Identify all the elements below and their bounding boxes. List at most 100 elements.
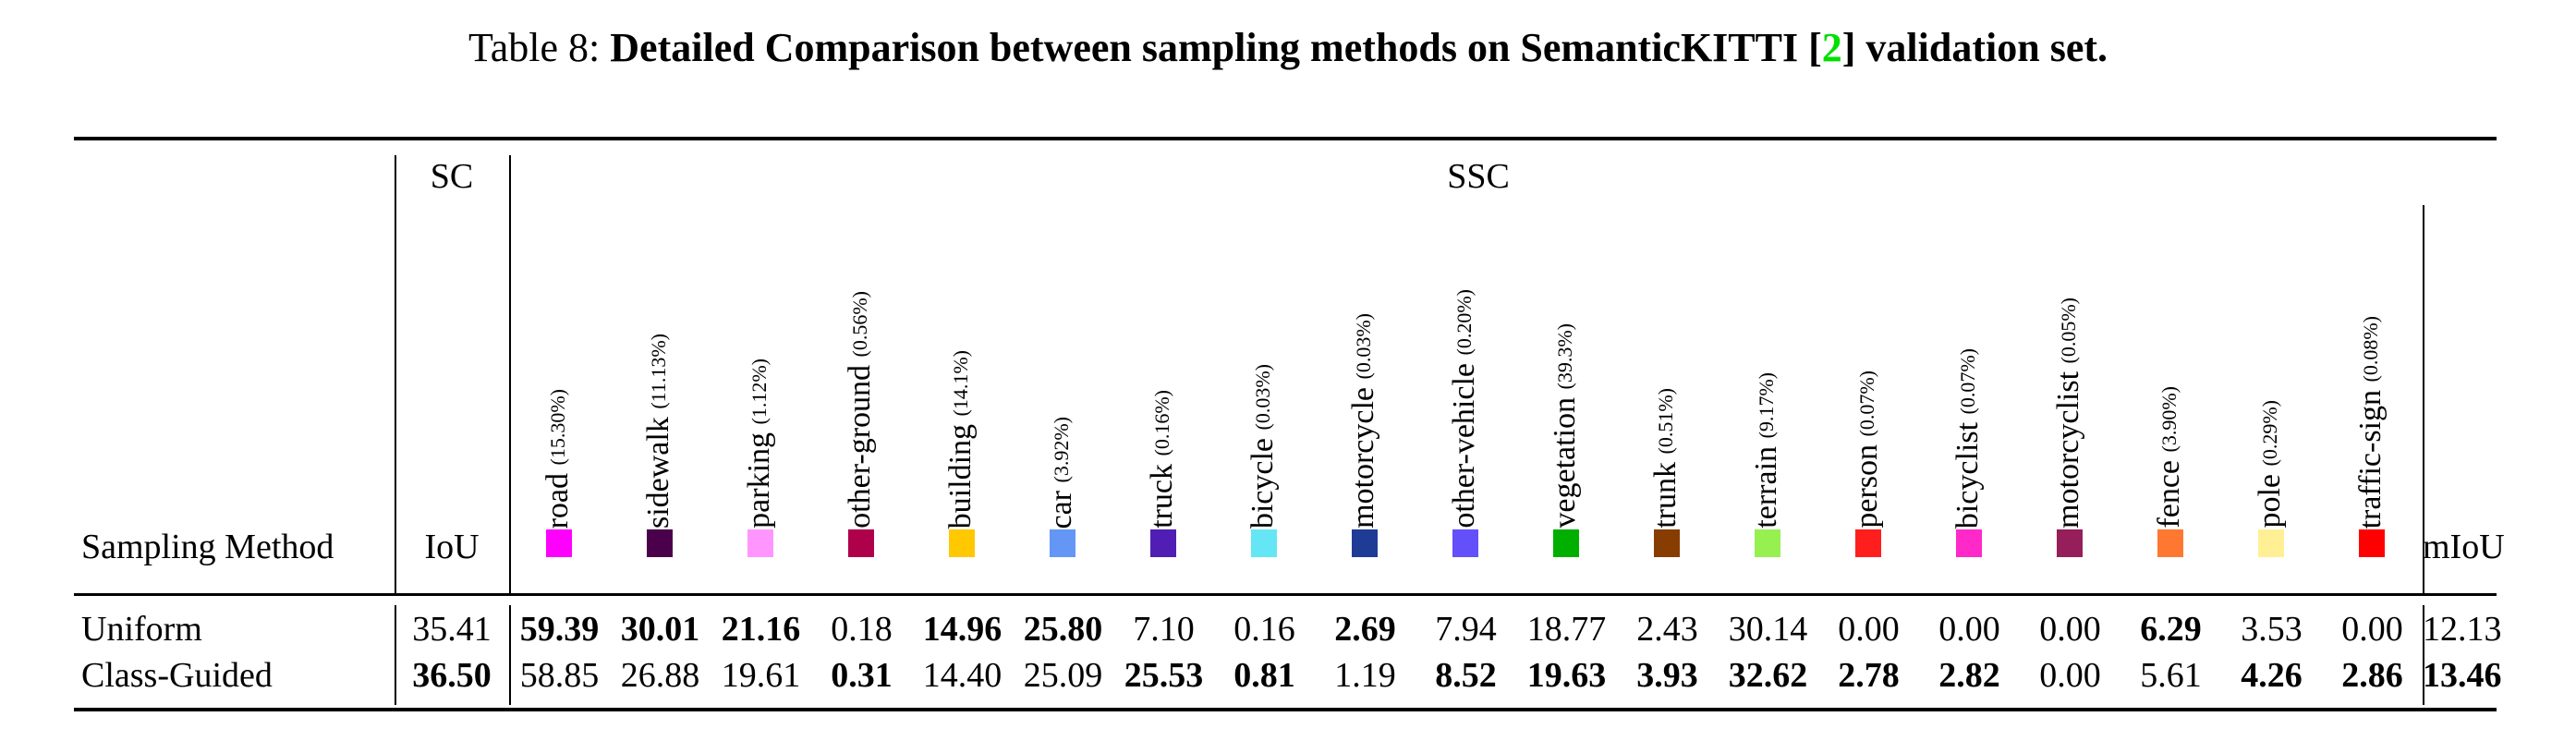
class-label-motorcycle: motorcycle (0.03%)	[1346, 313, 1380, 528]
class-color-swatch-car	[1050, 529, 1075, 557]
class-frequency: (0.07%)	[1855, 370, 1878, 437]
ssc-value-other-vehicle: 8.52	[1435, 656, 1497, 695]
sc-divider	[395, 155, 396, 593]
class-name: other-ground	[843, 365, 877, 528]
top-rule	[74, 137, 2497, 140]
class-frequency: (0.51%)	[1654, 388, 1677, 455]
caption-text-start: Detailed Comparison between sampling met…	[610, 25, 1822, 70]
ssc-value-vegetation: 19.63	[1526, 656, 1607, 695]
sampling-method-header: Sampling Method	[81, 528, 334, 566]
caption-text-end: ] validation set.	[1841, 25, 2108, 70]
class-color-swatch-truck	[1150, 529, 1176, 557]
class-frequency: (3.90%)	[2157, 386, 2181, 453]
method-name: Uniform	[81, 610, 202, 649]
class-label-sidewalk: sidewalk (11.13%)	[641, 333, 675, 528]
class-color-swatch-traffic-sign	[2359, 529, 2385, 557]
class-label-vegetation: vegetation (39.3%)	[1548, 323, 1582, 528]
ssc-value-sidewalk: 30.01	[620, 610, 700, 649]
ssc-value-bicycle: 0.81	[1233, 656, 1295, 695]
ssc-value-parking: 21.16	[721, 610, 801, 649]
class-label-parking: parking (1.12%)	[742, 358, 776, 528]
ssc-value-terrain: 30.14	[1728, 610, 1808, 649]
class-frequency: (9.17%)	[1755, 372, 1778, 439]
class-color-swatch-sidewalk	[647, 529, 673, 557]
class-frequency: (11.13%)	[647, 333, 670, 409]
class-color-swatch-motorcycle	[1352, 529, 1378, 557]
class-name: traffic-sign	[2353, 389, 2388, 528]
method-name: Class-Guided	[81, 656, 273, 695]
ssc-value-pole: 3.53	[2241, 610, 2303, 649]
class-name: building	[943, 423, 978, 528]
ssc-value-bicycle: 0.16	[1233, 610, 1295, 649]
ssc-value-road: 58.85	[519, 656, 600, 695]
ssc-value-car: 25.09	[1023, 656, 1103, 695]
miou-value: 12.13	[2423, 610, 2502, 649]
class-color-swatch-person	[1855, 529, 1881, 557]
sc-header: SC	[430, 157, 474, 196]
ssc-divider	[509, 155, 511, 593]
class-frequency: (15.30%)	[546, 388, 569, 466]
class-label-person: person (0.07%)	[1850, 370, 1884, 528]
class-label-motorcyclist: motorcyclist (0.05%)	[2051, 298, 2085, 528]
class-frequency: (0.08%)	[2359, 315, 2382, 383]
ssc-value-other-ground: 0.31	[831, 656, 893, 695]
class-frequency: (0.03%)	[1352, 313, 1375, 380]
ssc-value-motorcycle: 2.69	[1334, 610, 1396, 649]
ssc-value-motorcyclist: 0.00	[2039, 656, 2101, 695]
class-name: sidewalk	[641, 417, 675, 528]
class-color-swatch-pole	[2258, 529, 2284, 557]
class-frequency: (3.92%)	[1050, 416, 1073, 482]
ssc-value-motorcyclist: 0.00	[2039, 610, 2101, 649]
class-frequency: (0.03%)	[1251, 363, 1274, 431]
class-color-swatch-fence	[2157, 529, 2183, 557]
ssc-value-traffic-sign: 2.86	[2341, 656, 2403, 695]
class-label-pole: pole (0.29%)	[2253, 400, 2287, 528]
class-frequency: (0.29%)	[2258, 400, 2281, 467]
ssc-value-trunk: 3.93	[1636, 656, 1698, 695]
miou-divider	[2423, 205, 2424, 593]
class-color-swatch-terrain	[1755, 529, 1780, 557]
class-name: bicyclist	[1950, 421, 1985, 528]
class-label-road: road (15.30%)	[541, 388, 575, 528]
miou-divider-body	[2423, 605, 2424, 705]
ssc-value-bicyclist: 2.82	[1938, 656, 2000, 695]
class-name: truck	[1145, 464, 1179, 528]
class-color-swatch-other-vehicle	[1452, 529, 1478, 557]
iou-value: 36.50	[412, 656, 492, 695]
class-frequency: (0.56%)	[848, 291, 871, 358]
ssc-value-vegetation: 18.77	[1526, 610, 1607, 649]
class-label-car: car (3.92%)	[1044, 416, 1078, 529]
ssc-value-trunk: 2.43	[1636, 610, 1698, 649]
iou-header: IoU	[424, 528, 480, 566]
class-label-other-vehicle: other-vehicle (0.20%)	[1447, 289, 1481, 528]
ssc-value-other-ground: 0.18	[831, 610, 893, 649]
ssc-value-building: 14.96	[922, 610, 1002, 649]
class-name: bicycle	[1245, 437, 1280, 528]
class-frequency: (0.05%)	[2057, 298, 2080, 364]
class-color-swatch-road	[546, 529, 572, 557]
ssc-value-pole: 4.26	[2241, 656, 2303, 695]
ssc-value-fence: 5.61	[2140, 656, 2202, 695]
ssc-value-road: 59.39	[519, 610, 600, 649]
class-color-swatch-parking	[747, 529, 773, 557]
class-name: road	[541, 472, 575, 528]
class-color-swatch-bicycle	[1251, 529, 1277, 557]
class-label-traffic-sign: traffic-sign (0.08%)	[2353, 315, 2388, 528]
mid-rule	[74, 593, 2497, 596]
class-name: motorcyclist	[2051, 371, 2085, 528]
ssc-value-truck: 7.10	[1133, 610, 1195, 649]
miou-header: mIoU	[2423, 528, 2505, 566]
class-frequency: (0.20%)	[1452, 289, 1476, 356]
ssc-value-traffic-sign: 0.00	[2341, 610, 2403, 649]
citation-link[interactable]: 2	[1821, 25, 1842, 70]
ssc-divider-body	[509, 605, 511, 705]
class-color-swatch-other-ground	[848, 529, 874, 557]
bottom-rule	[74, 708, 2497, 711]
class-name: parking	[742, 432, 776, 528]
ssc-value-other-vehicle: 7.94	[1435, 610, 1497, 649]
class-name: other-vehicle	[1447, 363, 1481, 528]
class-color-swatch-vegetation	[1553, 529, 1579, 557]
ssc-header: SSC	[1447, 157, 1510, 196]
class-name: vegetation	[1548, 397, 1582, 528]
